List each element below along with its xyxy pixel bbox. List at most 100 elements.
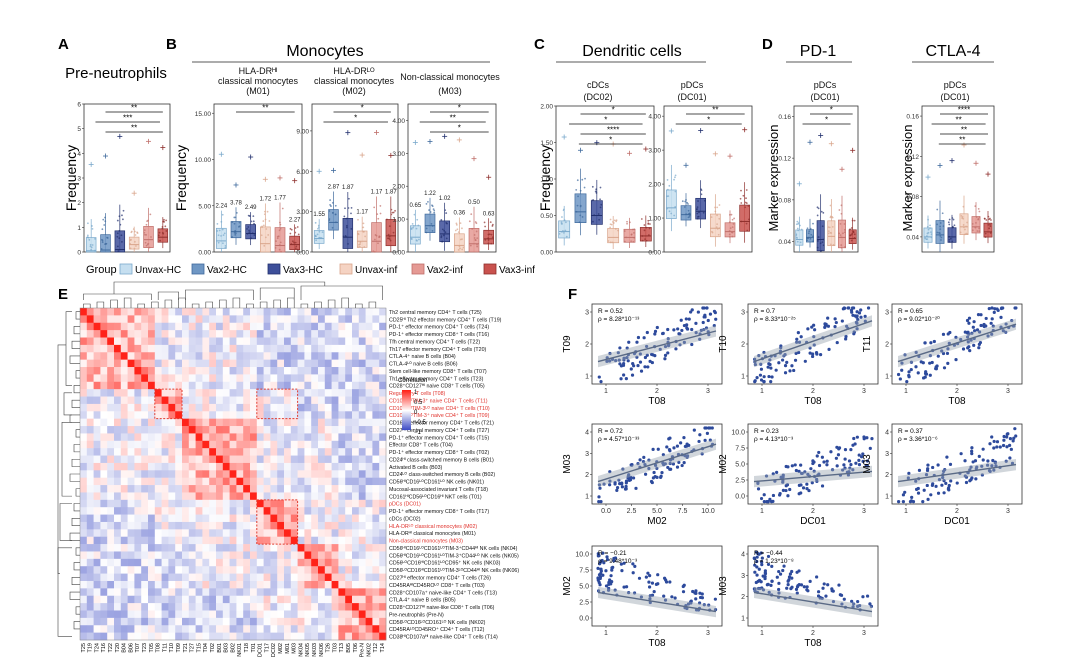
heatmap-cell (379, 315, 387, 324)
heatmap-cell (256, 337, 264, 346)
panel-letter-f: F (568, 286, 577, 303)
scatter-point (834, 320, 838, 325)
heatmap-cell (277, 337, 285, 346)
heatmap-col-label: T18 (244, 643, 250, 652)
heatmap-cell (304, 610, 312, 619)
data-point (731, 218, 734, 221)
data-point (344, 207, 346, 210)
scatter-point (796, 331, 800, 335)
heatmap-cell (352, 330, 360, 338)
heatmap-cell (365, 352, 373, 360)
heatmap-cell (107, 352, 115, 360)
heatmap-cell (311, 544, 319, 552)
heatmap-cell (243, 529, 251, 538)
scatter-point (759, 378, 764, 382)
heatmap-cell (168, 507, 176, 515)
heatmap-cell (222, 492, 230, 501)
colorbar-step (402, 398, 411, 400)
heatmap-cell (324, 558, 332, 567)
heatmap-cell (127, 330, 135, 338)
scatter-point (786, 579, 790, 583)
heatmap-cell (250, 588, 258, 597)
heatmap-cell (141, 374, 149, 383)
data-point (838, 232, 841, 235)
scatter-point (624, 479, 629, 483)
heatmap-col-label: T25 (81, 643, 87, 652)
scatter-point (942, 479, 946, 483)
heatmap-cell (195, 610, 203, 619)
scatter-point (633, 564, 637, 568)
heatmap-cell (324, 440, 332, 449)
heatmap-cell (114, 558, 122, 567)
heatmap-cell (229, 551, 237, 560)
plot-frame (83, 103, 171, 253)
heatmap-cell (120, 544, 128, 552)
scatter-point (779, 344, 783, 348)
data-point (740, 189, 742, 192)
heatmap-cell (107, 529, 115, 538)
heatmap-cell (311, 396, 319, 405)
scatter-point (638, 352, 642, 356)
heatmap-cell (161, 433, 169, 442)
heatmap-cell (304, 603, 312, 611)
data-point (965, 232, 968, 235)
heatmap-cell (304, 477, 312, 486)
scatter-point (824, 594, 828, 598)
regression-line (897, 463, 1017, 483)
heatmap-cell (188, 308, 196, 316)
box (848, 229, 857, 244)
scatter-xlabel: T08 (804, 396, 822, 407)
heatmap-cell (358, 455, 366, 464)
heatmap-cell (148, 440, 156, 449)
heatmap-cell (114, 551, 122, 560)
heatmap-cell (290, 580, 298, 589)
sig-label: **** (607, 126, 619, 135)
data-point (962, 224, 965, 226)
scatter-point (645, 344, 649, 349)
colorbar-step (402, 405, 411, 407)
heatmap-cell (216, 381, 224, 390)
heatmap-cell (256, 396, 264, 405)
scatter-point (702, 315, 706, 319)
scatter-point (970, 452, 974, 456)
y-tick-label: 1.00 (392, 217, 405, 224)
heatmap-cell (345, 492, 353, 501)
heatmap-cell (277, 448, 285, 456)
heatmap-cell (161, 580, 169, 589)
heatmap-cell (175, 374, 183, 383)
y-tick-label: 6.00 (296, 169, 309, 176)
scatter-point (968, 479, 972, 483)
scatter-point (620, 482, 624, 486)
dendro-branch (69, 414, 80, 423)
scatter-point (608, 351, 612, 356)
heatmap-cell (379, 308, 387, 316)
scatter-point (934, 366, 938, 371)
heatmap-cell (86, 625, 94, 633)
data-point (91, 244, 94, 246)
colorbar-step (402, 429, 411, 431)
heatmap-cell (284, 536, 292, 545)
data-point (828, 226, 831, 229)
heatmap-cell (134, 396, 142, 405)
heatmap-cell (345, 610, 353, 619)
scatter-point (619, 562, 623, 566)
scatter-point (631, 571, 635, 575)
data-point (796, 240, 799, 243)
heatmap-cell (243, 470, 251, 478)
heatmap-cell (243, 632, 251, 641)
data-point (594, 190, 597, 193)
data-point (644, 238, 646, 241)
data-point (459, 247, 461, 250)
data-point (491, 236, 494, 239)
heatmap-cell (311, 477, 319, 486)
heatmap-cell (100, 632, 108, 641)
heatmap-cell (277, 566, 285, 574)
heatmap-cell (270, 403, 278, 412)
heatmap-cell (202, 610, 210, 619)
scatter-point (865, 459, 870, 463)
data-point (816, 214, 819, 217)
data-point (827, 226, 830, 229)
heatmap-cell (168, 603, 176, 611)
heatmap-cell (331, 433, 339, 442)
heatmap-cell (209, 580, 217, 589)
